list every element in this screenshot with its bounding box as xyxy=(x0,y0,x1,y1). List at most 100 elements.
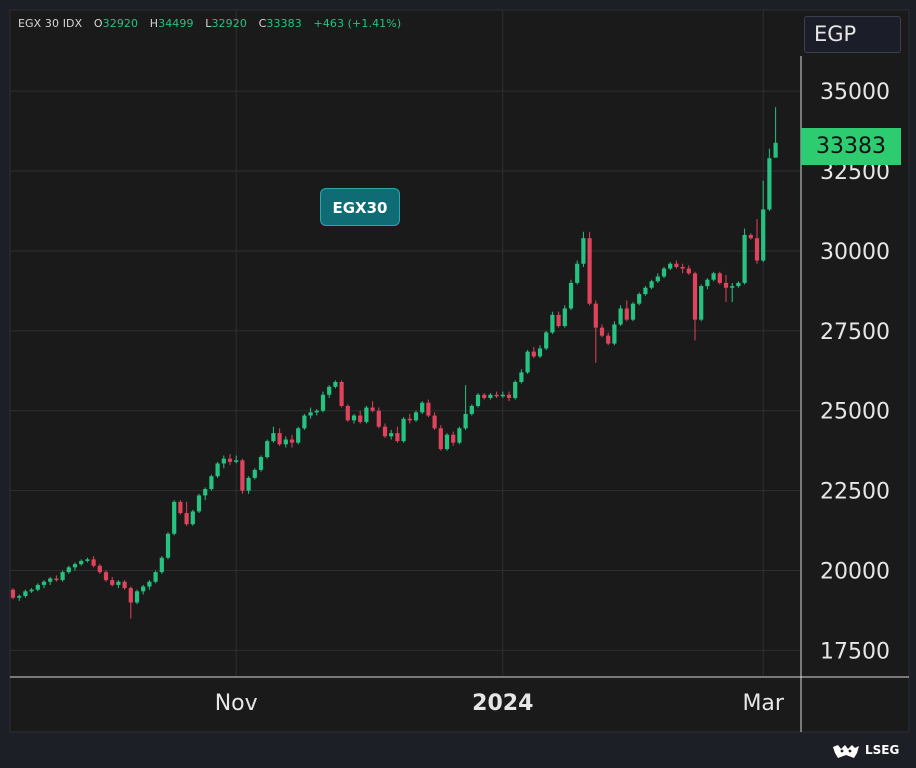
candle-body xyxy=(66,567,71,573)
candle-body xyxy=(389,433,394,437)
candle-body xyxy=(209,476,214,490)
candle-body xyxy=(494,394,499,397)
plot-area xyxy=(9,9,910,733)
candle-body xyxy=(320,394,326,411)
open-label: O xyxy=(93,17,103,30)
candle-body xyxy=(413,412,419,421)
candle-body xyxy=(48,578,53,582)
candle-body xyxy=(370,407,375,411)
y-tick-label: 30000 xyxy=(820,240,890,265)
symbol-watermark-badge: EGX30 xyxy=(320,188,400,226)
candle-body xyxy=(165,533,171,558)
y-tick-label: 20000 xyxy=(820,560,890,585)
candles xyxy=(10,107,778,619)
candle-body xyxy=(401,418,406,442)
candle-body xyxy=(618,308,623,325)
candle-body xyxy=(240,460,245,491)
candle-body xyxy=(358,415,363,422)
candle-body xyxy=(668,263,673,269)
candle-body xyxy=(333,381,338,387)
candle-body xyxy=(568,282,574,309)
candle-body xyxy=(506,394,512,398)
candle-body xyxy=(97,565,102,573)
candle-body xyxy=(159,557,164,573)
candle-body xyxy=(35,584,40,590)
candle-body xyxy=(339,381,344,406)
candle-body xyxy=(482,394,487,398)
candle-body xyxy=(488,394,493,398)
candle-body xyxy=(23,591,28,597)
symbol-label: EGX 30 IDX xyxy=(18,17,83,30)
high-value: 34499 xyxy=(158,17,194,30)
candle-body xyxy=(29,589,34,592)
low-label: L xyxy=(205,17,212,30)
close-label: C xyxy=(258,17,267,30)
candle-body xyxy=(457,428,462,443)
candle-body xyxy=(680,266,685,269)
candle-body xyxy=(116,581,121,585)
candle-body xyxy=(537,348,543,357)
y-tick-label: 27500 xyxy=(820,320,890,345)
candle-body xyxy=(519,372,524,382)
candle-body xyxy=(612,324,617,344)
candle-body xyxy=(754,238,760,261)
lseg-logo-icon xyxy=(833,745,859,758)
candle-body xyxy=(624,308,629,320)
candle-body xyxy=(178,501,183,514)
candle-body xyxy=(122,581,127,589)
candle-body xyxy=(190,511,195,525)
candle-body xyxy=(736,282,741,287)
candle-body xyxy=(432,415,437,429)
candle-body xyxy=(283,439,288,445)
candle-body xyxy=(265,441,270,458)
candle-body xyxy=(72,564,78,568)
candle-body xyxy=(451,434,456,443)
candle-body xyxy=(556,314,561,327)
candle-body xyxy=(581,238,586,264)
candle-body xyxy=(599,327,605,336)
candle-body xyxy=(730,286,735,288)
candle-body xyxy=(147,581,152,587)
candle-body xyxy=(469,405,474,414)
candle-body xyxy=(674,263,679,267)
high-label: H xyxy=(149,17,159,30)
candle-body xyxy=(10,589,16,598)
candle-body xyxy=(717,273,722,283)
candle-body xyxy=(475,394,481,406)
candle-body xyxy=(742,234,747,283)
candle-body xyxy=(575,263,580,283)
candle-body xyxy=(550,314,555,333)
candle-body xyxy=(426,402,431,416)
candle-body xyxy=(110,580,115,585)
candle-body xyxy=(277,433,282,445)
low-value: 32920 xyxy=(211,17,247,30)
candle-body xyxy=(593,303,598,328)
candle-body xyxy=(246,477,251,491)
candle-body xyxy=(544,332,549,349)
candle-body xyxy=(637,294,642,304)
candle-body xyxy=(407,418,412,421)
candle-body xyxy=(686,268,691,274)
candle-body xyxy=(227,458,233,462)
candle-body xyxy=(351,415,357,421)
candle-body xyxy=(134,591,140,603)
candle-body xyxy=(513,381,518,398)
candle-body xyxy=(41,581,47,585)
candle-body xyxy=(91,559,96,566)
candle-body xyxy=(215,463,220,477)
candle-body xyxy=(711,273,716,280)
candle-body xyxy=(17,596,22,598)
candle-body xyxy=(444,434,450,450)
candle-body xyxy=(327,386,332,395)
x-axis-ticks: Nov 2024 Mar xyxy=(215,691,785,716)
currency-selector[interactable]: EGP xyxy=(804,16,901,53)
y-tick-label: 25000 xyxy=(820,400,890,425)
candle-body xyxy=(587,238,592,304)
candle-body xyxy=(364,407,369,422)
candle-body xyxy=(630,303,636,320)
x-tick-label: 2024 xyxy=(472,691,533,716)
candle-body xyxy=(85,559,90,561)
candle-body xyxy=(525,351,530,373)
